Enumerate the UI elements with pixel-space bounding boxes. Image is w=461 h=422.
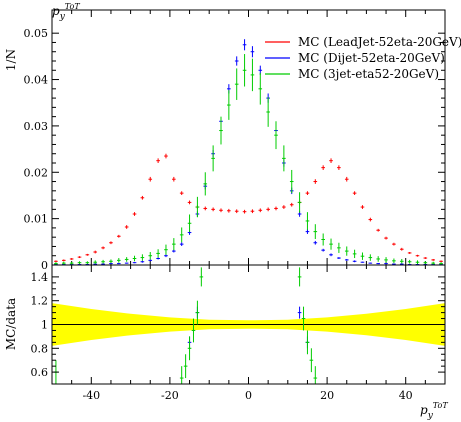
ratio-panel: 0.6 0.8 1 1.2 1.4 -40 -20 0 20 40 xyxy=(31,264,446,402)
x-tick-label: -20 xyxy=(161,389,179,402)
main-y-tick-label: 0.01 xyxy=(24,213,49,226)
legend: MC (LeadJet-52eta-20GeV) MC (Dijet-52eta-… xyxy=(265,35,461,81)
series-2 xyxy=(54,54,443,265)
legend-label: MC (3jet-eta52-20GeV) xyxy=(298,67,439,81)
main-y-tick-label: 0.03 xyxy=(24,120,49,133)
main-y-tick-label: 0.05 xyxy=(24,27,49,40)
legend-label: MC (LeadJet-52eta-20GeV) xyxy=(298,35,461,49)
main-y-tick-label: 0.02 xyxy=(24,166,49,179)
ratio-y-tick-label: 0.6 xyxy=(31,366,49,379)
chart-top-label: pyToT xyxy=(52,2,80,22)
x-axis-label: pyToT xyxy=(420,401,448,421)
main-y-tick-label: 0 xyxy=(41,259,48,272)
main-y-tick-label: 0.04 xyxy=(24,74,49,87)
ratio-y-tick-label: 1.4 xyxy=(31,271,49,284)
legend-label: MC (Dijet-52eta-20GeV) xyxy=(298,51,445,65)
series-0 xyxy=(54,153,443,263)
ratio-y-tick-label: 0.8 xyxy=(31,342,49,355)
y-axis-label: 1/N xyxy=(4,49,18,71)
x-tick-label: 0 xyxy=(245,389,252,402)
main-panel: 0 0.01 0.02 0.03 0.04 0.05 xyxy=(24,9,446,272)
x-tick-label: -40 xyxy=(82,389,100,402)
ratio-y-tick-label: 1 xyxy=(41,319,48,332)
ratio-series-1 xyxy=(54,267,318,384)
x-tick-label: 20 xyxy=(320,389,334,402)
ratio-y-axis-label: MC/data xyxy=(4,298,18,350)
x-tick-label: 40 xyxy=(399,389,413,402)
ratio-y-tick-label: 1.2 xyxy=(31,295,49,308)
